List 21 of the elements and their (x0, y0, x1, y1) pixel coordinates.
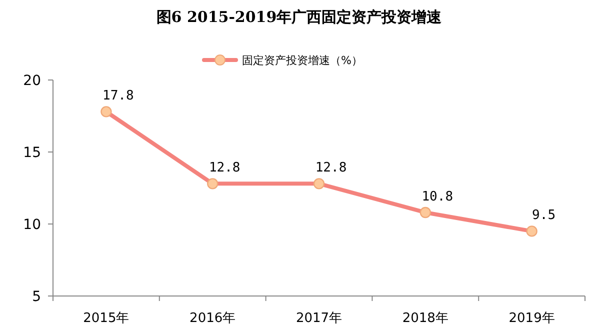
y-tick-label: 20 (23, 73, 41, 89)
data-label: 17.8 (102, 88, 134, 104)
y-tick-label: 10 (23, 217, 41, 233)
x-tick-label: 2016年 (190, 311, 236, 326)
point (526, 226, 538, 237)
x-tick-label: 2018年 (402, 311, 448, 326)
x-tick-label: 2015年 (83, 311, 130, 326)
point (100, 106, 112, 118)
y-tick-label: 15 (23, 145, 41, 161)
data-label: 12.8 (208, 160, 240, 176)
data-label: 10.8 (422, 189, 454, 204)
point (420, 206, 431, 218)
point (313, 178, 325, 190)
x-tick-label: 2017年 (296, 311, 342, 326)
point (207, 178, 218, 190)
data-label: 12.8 (315, 160, 347, 176)
y-tick-label: 5 (32, 289, 41, 305)
data-label: 9.5 (532, 208, 556, 224)
legend-label: 固定资产投资增速（%） (242, 54, 362, 67)
chart-title: 图6 2015-2019年广西固定资产投资增速 (156, 8, 443, 26)
x-tick-label: 2019年 (508, 311, 555, 326)
